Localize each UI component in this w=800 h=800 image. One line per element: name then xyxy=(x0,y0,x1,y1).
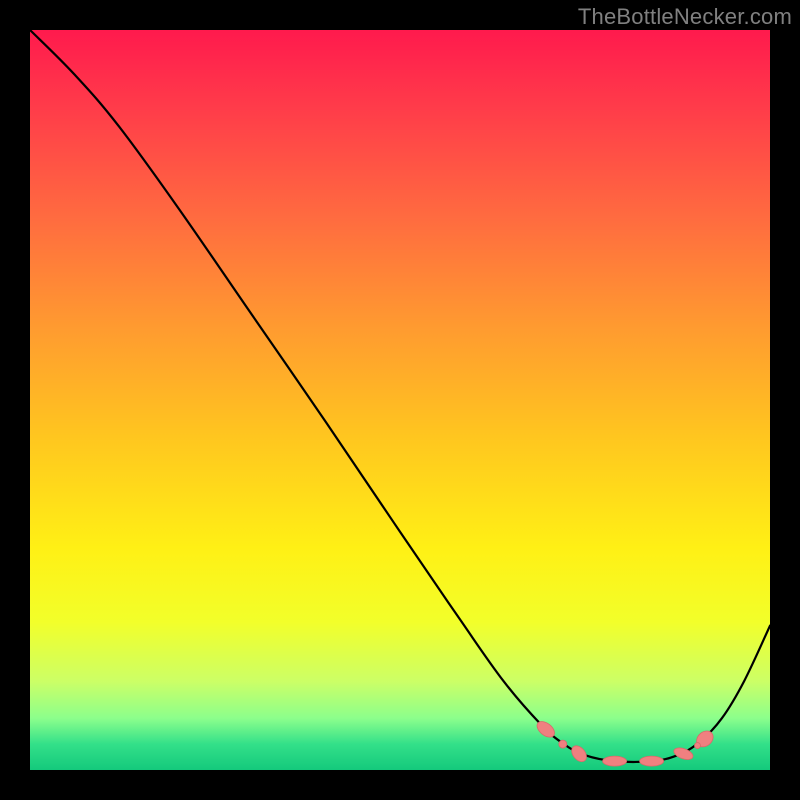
plot-area xyxy=(30,30,770,770)
curve-marker xyxy=(603,756,627,766)
gradient-background xyxy=(30,30,770,770)
plot-svg xyxy=(30,30,770,770)
curve-marker xyxy=(640,756,664,766)
curve-marker xyxy=(559,740,567,748)
chart-canvas: TheBottleNecker.com xyxy=(0,0,800,800)
watermark-text: TheBottleNecker.com xyxy=(578,4,792,30)
curve-marker xyxy=(694,743,700,749)
